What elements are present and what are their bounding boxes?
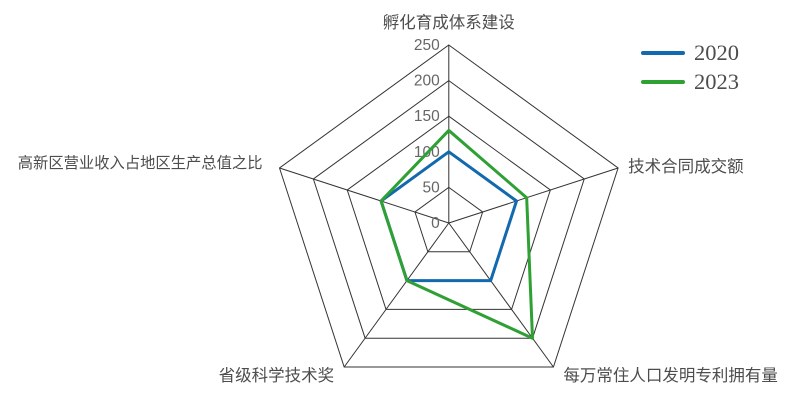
svg-text:技术合同成交额: 技术合同成交额 [628, 157, 744, 176]
svg-text:150: 150 [414, 108, 440, 125]
svg-text:250: 250 [414, 37, 440, 54]
svg-text:50: 50 [423, 179, 441, 196]
svg-text:0: 0 [431, 215, 440, 232]
svg-text:省级科学技术奖: 省级科学技术奖 [219, 366, 335, 385]
svg-text:每万常住人口发明专利拥有量: 每万常住人口发明专利拥有量 [563, 366, 778, 385]
svg-text:200: 200 [414, 73, 440, 90]
svg-text:高新区营业收入占地区生产总值之比: 高新区营业收入占地区生产总值之比 [18, 155, 263, 172]
svg-text:孵化育成体系建设: 孵化育成体系建设 [383, 13, 515, 32]
